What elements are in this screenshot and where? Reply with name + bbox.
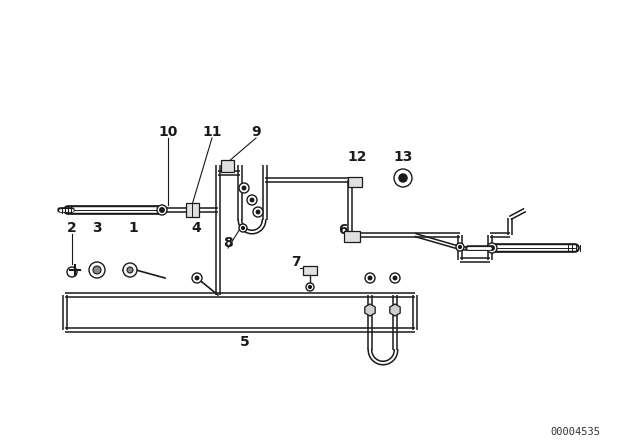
Circle shape [243,186,246,190]
Circle shape [89,262,105,278]
Circle shape [393,276,397,280]
Text: 7: 7 [291,255,301,269]
Circle shape [192,273,202,283]
Text: 10: 10 [158,125,178,139]
Text: 4: 4 [191,221,201,235]
Circle shape [490,246,494,250]
Bar [221,160,234,172]
Text: 00004535: 00004535 [550,427,600,437]
Text: 1: 1 [128,221,138,235]
Circle shape [368,276,372,280]
Text: 12: 12 [348,150,367,164]
Circle shape [239,183,249,193]
Circle shape [239,224,247,232]
Circle shape [365,273,375,283]
Text: 9: 9 [251,125,261,139]
Text: 8: 8 [223,236,233,250]
Bar [348,177,362,187]
Text: 2: 2 [67,221,77,235]
Circle shape [93,266,101,274]
Circle shape [127,267,133,273]
Circle shape [250,198,253,202]
Text: 3: 3 [92,221,102,235]
Circle shape [487,243,497,253]
Text: 11: 11 [202,125,221,139]
Circle shape [157,205,167,215]
Circle shape [195,276,199,280]
Polygon shape [390,304,400,316]
Bar [344,231,360,241]
Circle shape [160,208,164,212]
Circle shape [456,243,464,251]
Circle shape [399,174,407,182]
Bar [186,203,198,217]
Circle shape [247,195,257,205]
Circle shape [253,207,263,217]
Circle shape [459,246,461,248]
Polygon shape [365,304,375,316]
Text: 13: 13 [394,150,413,164]
Circle shape [308,286,312,289]
Circle shape [123,263,137,277]
Circle shape [256,210,260,214]
Bar [303,266,317,275]
Circle shape [394,169,412,187]
Text: 5: 5 [240,335,250,349]
Text: 6: 6 [338,223,348,237]
Circle shape [306,283,314,291]
Circle shape [242,227,244,229]
Circle shape [390,273,400,283]
